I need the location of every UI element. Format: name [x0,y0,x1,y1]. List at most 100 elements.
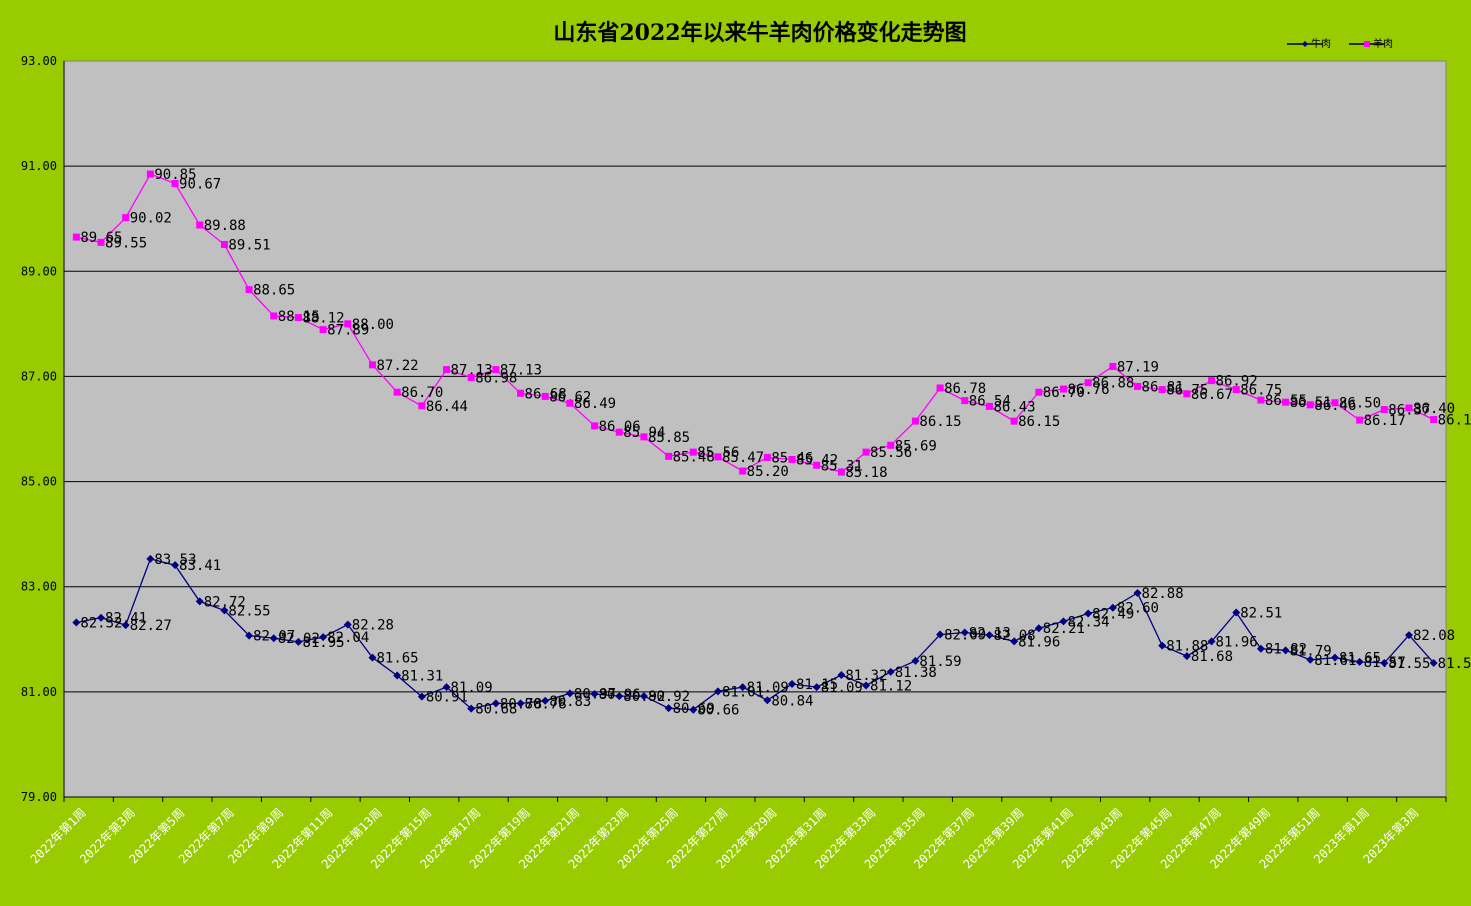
data-label: 85.18 [845,465,887,481]
legend-marker [1364,41,1370,47]
data-point [492,366,500,374]
data-label: 80.92 [648,689,690,705]
data-label: 86.44 [426,399,468,415]
data-point [1380,406,1388,414]
data-point [985,402,993,410]
data-label: 85.31 [821,458,863,474]
data-point [1257,396,1265,404]
data-point [146,170,154,178]
data-point [72,233,80,241]
data-label: 82.60 [1117,601,1159,617]
data-point [269,634,278,643]
data-label: 87.89 [327,323,369,339]
data-label: 88.12 [302,311,344,327]
data-label: 82.51 [1240,605,1282,621]
data-label: 82.08 [993,628,1035,644]
data-point [813,461,821,469]
data-label: 81.68 [1191,649,1233,665]
data-point [393,671,402,680]
data-point [862,448,870,456]
data-label: 80.84 [771,693,813,709]
data-label: 85.56 [697,445,739,461]
data-label: 89.55 [105,235,147,251]
data-label: 86.40 [1413,401,1455,417]
data-label: 87.13 [451,363,493,379]
data-label: 82.88 [1142,586,1184,602]
data-point [837,468,845,476]
data-point [1405,404,1413,412]
data-point [1208,377,1216,385]
legend-label: 羊肉 [1373,37,1393,50]
data-point [343,620,352,629]
data-point [1084,379,1092,387]
data-point [319,326,327,334]
data-point [1010,417,1018,425]
data-label: 82.72 [204,594,246,610]
data-point [72,618,81,627]
data-point [615,428,623,436]
data-label: 86.76 [1067,382,1109,398]
data-label: 85.69 [895,438,937,454]
data-label: 80.78 [525,696,567,712]
data-point [393,388,401,396]
data-label: 82.41 [105,611,147,627]
data-point [714,453,722,461]
y-tick-label: 79.00 [21,790,57,804]
data-label: 86.70 [1043,385,1085,401]
data-label: 88.00 [352,317,394,333]
data-label: 82.08 [1413,628,1455,644]
data-point [1034,624,1043,633]
data-label: 81.55 [1388,656,1430,672]
data-label: 81.95 [302,635,344,651]
data-point [97,613,106,622]
y-tick-label: 91.00 [21,159,57,173]
data-point [1330,653,1339,662]
data-label: 81.88 [1166,639,1208,655]
data-point [122,214,130,222]
data-point [541,696,550,705]
data-point [911,656,920,665]
data-label: 83.53 [154,552,196,568]
data-label: 85.47 [722,450,764,466]
data-label: 89.51 [228,237,270,253]
data-label: 81.09 [821,680,863,696]
data-label: 85.20 [747,464,789,480]
data-point [1282,398,1290,406]
data-label: 81.55 [1438,656,1471,672]
data-label: 81.01 [722,684,764,700]
data-label: 85.85 [648,430,690,446]
data-point [886,667,895,676]
data-point [467,704,476,713]
data-point [639,692,648,701]
data-point [738,683,747,692]
data-label: 86.62 [549,389,591,405]
data-point [1182,652,1191,661]
data-point [763,696,772,705]
y-tick-label: 93.00 [21,54,57,68]
data-point [739,467,747,475]
data-label: 85.48 [673,449,715,465]
data-point [171,561,180,570]
data-point [344,320,352,328]
data-point [220,606,229,615]
data-label: 81.96 [1216,634,1258,650]
y-tick-label: 87.00 [21,369,57,383]
data-point [1430,416,1438,424]
data-label: 82.27 [130,618,172,634]
data-point [1183,390,1191,398]
data-point [1355,657,1364,666]
data-point [615,692,624,701]
data-point [121,621,130,630]
data-label: 86.50 [1339,396,1381,412]
data-point [541,392,549,400]
data-label: 82.34 [1067,614,1109,630]
data-label: 86.06 [599,419,641,435]
data-label: 86.18 [1438,413,1471,429]
data-point [1306,655,1315,664]
data-point [517,389,525,397]
data-point [467,373,475,381]
data-point [516,699,525,708]
data-point [985,631,994,640]
data-label: 81.09 [747,680,789,696]
